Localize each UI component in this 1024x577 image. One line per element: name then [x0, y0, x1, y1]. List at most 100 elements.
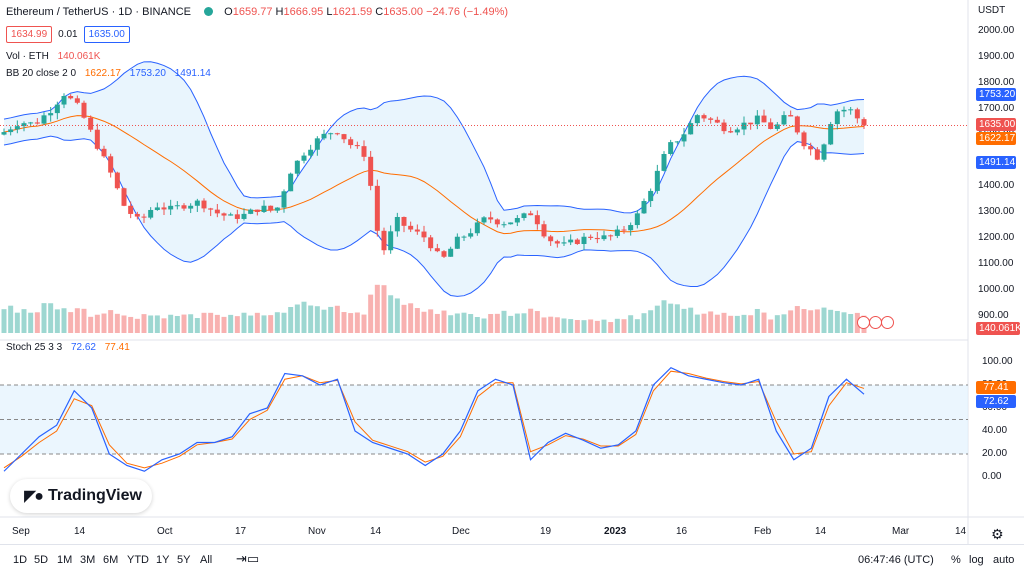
volume-bar [68, 312, 74, 333]
candle-body [701, 115, 707, 119]
range-button-1y[interactable]: 1Y [156, 554, 170, 566]
candle-body [241, 213, 247, 219]
volume-bar [568, 319, 574, 333]
candle-body [434, 248, 440, 252]
candle-body [21, 123, 27, 127]
bb-legend[interactable]: BB 20 close 2 0 1622.17 1753.20 1491.14 [6, 68, 217, 79]
sell-button[interactable]: 1634.99 [6, 26, 53, 43]
date-range-icon[interactable]: ⇥▭ [236, 551, 260, 566]
currency-label[interactable]: USDT [978, 5, 1006, 16]
volume-bar [548, 316, 554, 333]
volume-bar [594, 320, 600, 333]
volume-bar [441, 310, 447, 333]
bb-lower-line [3, 135, 865, 297]
volume-legend[interactable]: Vol · ETH 140.061K [6, 51, 106, 62]
range-button-all[interactable]: All [200, 554, 213, 566]
time-tick-label: 14 [815, 526, 827, 537]
volume-bar [501, 310, 507, 333]
volume-bar [241, 312, 247, 333]
candle-body [674, 141, 680, 143]
stoch-legend[interactable]: Stoch 25 3 3 72.62 77.41 [6, 342, 136, 353]
candle-body [288, 173, 294, 192]
time-tick-label: 14 [370, 526, 382, 537]
volume-bar [834, 310, 840, 333]
percent-toggle[interactable]: % [951, 554, 961, 566]
volume-bar [794, 306, 800, 333]
candle-body [161, 207, 167, 210]
settings-gear-icon[interactable]: ⚙ [991, 526, 1004, 542]
volume-bar [48, 303, 54, 333]
range-button-1m[interactable]: 1M [57, 554, 73, 566]
candle-body [408, 225, 414, 230]
volume-bar [348, 313, 354, 333]
candle-body [588, 236, 594, 238]
volume-bar [154, 315, 160, 333]
volume-bar [268, 315, 274, 333]
volume-bar [848, 313, 854, 333]
candle-body [474, 222, 480, 234]
symbol-title[interactable]: Ethereum / TetherUS · 1D · BINANCE [6, 6, 192, 18]
candle-body [628, 225, 634, 231]
volume-bar [648, 310, 654, 333]
range-button-6m[interactable]: 6M [103, 554, 119, 566]
volume-bar [481, 318, 487, 333]
candle-body [821, 144, 827, 160]
stoch-tick-label: 0.00 [982, 471, 1002, 482]
tradingview-logo[interactable]: ◤● TradingView [10, 479, 152, 513]
candle-body [861, 119, 867, 126]
time-tick-label: Feb [754, 526, 772, 537]
range-button-3m[interactable]: 3M [80, 554, 96, 566]
volume-bar [54, 309, 60, 333]
candle-body [754, 115, 760, 125]
candle-body [81, 102, 87, 118]
volume-bar [781, 314, 787, 333]
volume-bar [828, 309, 834, 333]
event-flag-icon[interactable] [881, 316, 894, 329]
volume-bar [621, 319, 627, 333]
buy-button[interactable]: 1635.00 [83, 26, 130, 43]
candle-body [761, 115, 767, 123]
candle-body [381, 230, 387, 251]
stoch-k-value: 72.62 [70, 342, 96, 353]
candle-body [768, 122, 774, 129]
volume-bar [694, 314, 700, 333]
clock-time[interactable]: 06:47:46 (UTC) [858, 554, 934, 566]
volume-bar [674, 304, 680, 333]
candle-body [448, 248, 454, 257]
range-button-ytd[interactable]: YTD [127, 554, 149, 566]
candle-body [168, 205, 174, 210]
auto-toggle[interactable]: auto [993, 554, 1015, 566]
candle-body [248, 209, 254, 214]
candle-body [808, 146, 814, 150]
candle-body [621, 229, 627, 231]
bb-legend-name: BB 20 close 2 0 [6, 68, 77, 79]
bb-lower-value: 1491.14 [174, 68, 211, 79]
range-button-5y[interactable]: 5Y [177, 554, 191, 566]
volume-bar [454, 313, 460, 333]
candle-body [634, 213, 640, 226]
volume-bar [628, 315, 634, 333]
candle-body [214, 209, 220, 214]
time-tick-label: 17 [235, 526, 247, 537]
candle-body [28, 122, 34, 124]
candle-body [308, 149, 314, 156]
range-button-5d[interactable]: 5D [34, 554, 49, 566]
volume-bar [508, 315, 514, 333]
log-toggle[interactable]: log [969, 554, 984, 566]
candle-body [781, 115, 787, 125]
candle-body [61, 95, 67, 105]
volume-bar [288, 307, 294, 333]
volume-bar [608, 322, 614, 333]
candle-body [548, 236, 554, 242]
volume-bar [281, 312, 287, 333]
candle-body [481, 217, 487, 223]
candle-body [521, 213, 527, 219]
low-label: L [326, 6, 333, 18]
range-button-1d[interactable]: 1D [13, 554, 28, 566]
volume-bar [148, 315, 154, 333]
volume-bar [88, 316, 94, 333]
volume-bar [401, 304, 407, 333]
volume-bar [581, 320, 587, 333]
candle-body [794, 116, 800, 133]
